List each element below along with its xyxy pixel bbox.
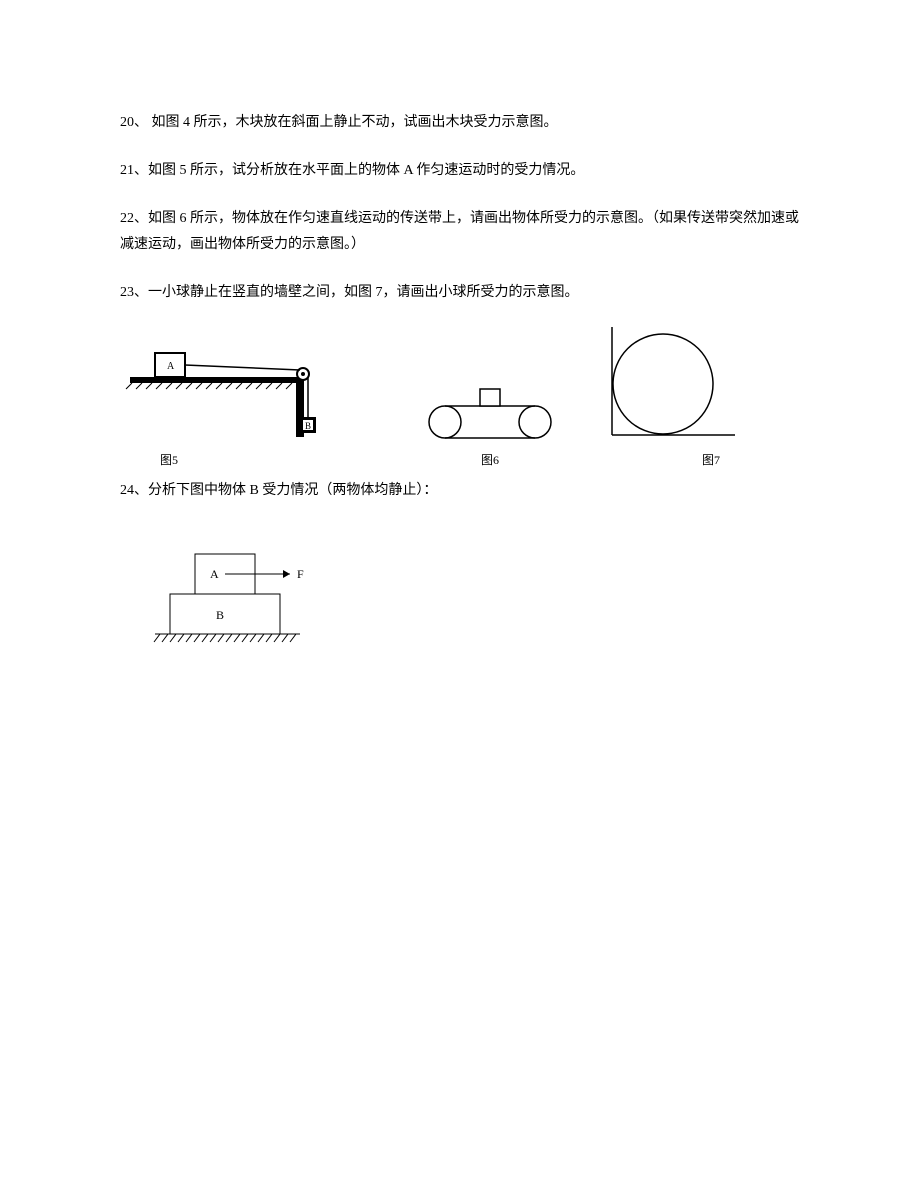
figure-7-svg — [600, 327, 740, 447]
question-23-number: 23、 — [120, 285, 148, 300]
figure-5-block-label: A — [167, 361, 175, 372]
figure-24-label-a: A — [210, 567, 219, 581]
figure-6-svg — [420, 377, 560, 447]
figure-24-label-f: F — [297, 567, 304, 581]
question-23-text: 一小球静止在竖直的墙壁之间，如图 7，请画出小球所受力的示意图。 — [148, 285, 579, 300]
question-23: 23、一小球静止在竖直的墙壁之间，如图 7，请画出小球所受力的示意图。 — [120, 280, 800, 306]
question-22-text: 如图 6 所示，物体放在作匀速直线运动的传送带上，请画出物体所受力的示意图。（如… — [120, 211, 799, 252]
figure-5: A B — [120, 337, 350, 468]
question-22-number: 22、 — [120, 211, 148, 226]
question-22: 22、如图 6 所示，物体放在作匀速直线运动的传送带上，请画出物体所受力的示意图… — [120, 206, 800, 258]
figure-6-caption: 图6 — [481, 451, 499, 468]
question-21-number: 21、 — [120, 163, 148, 178]
figure-24-label-b: B — [216, 608, 224, 622]
figure-7: 图7 — [600, 327, 740, 468]
figure-5-svg: A B — [120, 337, 350, 447]
figure-5-caption: 图5 — [160, 451, 178, 468]
question-20-text: 如图 4 所示，木块放在斜面上静止不动，试画出木块受力示意图。 — [152, 115, 558, 130]
question-21-text: 如图 5 所示，试分析放在水平面上的物体 A 作匀速运动时的受力情况。 — [148, 163, 584, 178]
figure-24-svg: B A F — [150, 534, 350, 654]
page: 20、 如图 4 所示，木块放在斜面上静止不动，试画出木块受力示意图。 21、如… — [0, 0, 920, 714]
question-24: 24、分析下图中物体 B 受力情况（两物体均静止）： — [120, 478, 800, 504]
question-24-number: 24、 — [120, 483, 148, 498]
question-20-number: 20、 — [120, 115, 152, 130]
figures-row: A B — [120, 327, 800, 468]
question-20: 20、 如图 4 所示，木块放在斜面上静止不动，试画出木块受力示意图。 — [120, 110, 800, 136]
figure-5-weight-label: B — [305, 421, 311, 431]
question-24-text: 分析下图中物体 B 受力情况（两物体均静止）： — [148, 483, 437, 498]
figure-24: B A F — [150, 534, 800, 654]
figure-7-caption: 图7 — [702, 451, 720, 468]
question-21: 21、如图 5 所示，试分析放在水平面上的物体 A 作匀速运动时的受力情况。 — [120, 158, 800, 184]
figure-6: 图6 — [420, 377, 560, 468]
